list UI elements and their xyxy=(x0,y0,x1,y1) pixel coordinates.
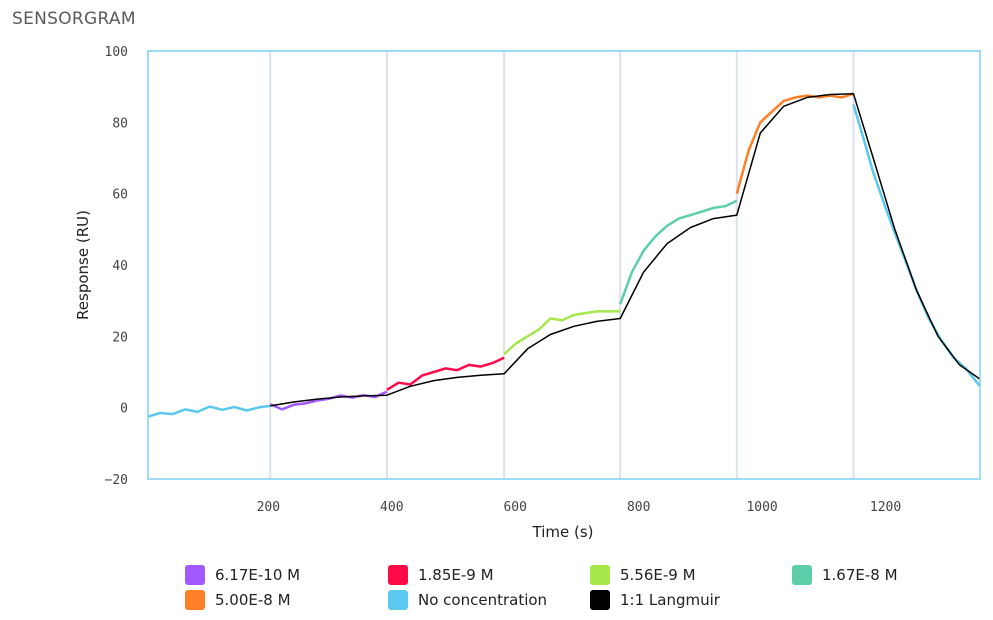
series-line-1-67e-8-m xyxy=(619,199,738,305)
y-tick-label: 100 xyxy=(105,45,128,60)
y-tick-label: −20 xyxy=(105,473,128,488)
legend-label: 6.17E-10 M xyxy=(215,566,301,584)
y-axis-label: Response (RU) xyxy=(74,210,92,320)
legend-label: 5.00E-8 M xyxy=(215,591,291,609)
y-tick-label: 80 xyxy=(112,116,128,131)
series-line-no-concentration xyxy=(147,404,271,418)
legend-label: 5.56E-9 M xyxy=(620,566,696,584)
series-line-5-56e-9-m xyxy=(503,310,621,356)
legend-item[interactable]: 6.17E-10 M xyxy=(185,565,300,585)
x-tick-label: 400 xyxy=(380,500,403,515)
legend-item[interactable]: 5.00E-8 M xyxy=(185,590,291,610)
legend-item[interactable]: 5.56E-9 M xyxy=(590,565,696,585)
sensorgram-chart: 200 400 600 800 1000 1200 −20 0 20 40 60 80 100 Time… xyxy=(74,45,981,541)
legend-swatch xyxy=(388,590,408,610)
legend-label: 1:1 Langmuir xyxy=(620,591,720,609)
x-axis-label: Time (s) xyxy=(532,523,594,541)
y-tick-label: 60 xyxy=(112,188,128,203)
x-tick-label: 200 xyxy=(257,500,280,515)
legend-label: 1.67E-8 M xyxy=(822,566,898,584)
x-tick-label: 600 xyxy=(503,500,526,515)
legend-label: No concentration xyxy=(418,591,548,609)
series-line-1-85e-9-m xyxy=(386,356,505,391)
y-tick-label: 20 xyxy=(112,330,128,345)
legend-swatch xyxy=(590,590,610,610)
chart-title: SENSORGRAM xyxy=(12,9,136,29)
x-tick-label: 1200 xyxy=(870,500,901,515)
y-tick-label: 0 xyxy=(120,402,128,417)
legend-swatch xyxy=(185,565,205,585)
x-tick-label: 1000 xyxy=(746,500,777,515)
legend-item[interactable]: 1:1 Langmuir xyxy=(590,590,720,610)
legend-swatch xyxy=(388,565,408,585)
legend-swatch xyxy=(792,565,812,585)
legend-swatch xyxy=(590,565,610,585)
series-line-5-00e-8-m xyxy=(735,92,854,195)
legend-item[interactable]: 1.67E-8 M xyxy=(792,565,898,585)
series-line-1-1-langmuir xyxy=(270,93,981,407)
series-line-6-17e-10-m xyxy=(269,390,388,411)
legend-swatch xyxy=(185,590,205,610)
legend-item[interactable]: No concentration xyxy=(388,590,547,610)
plot-border xyxy=(147,50,981,480)
x-tick-label: 800 xyxy=(627,500,650,515)
legend-label: 1.85E-9 M xyxy=(418,566,494,584)
legend-item[interactable]: 1.85E-9 M xyxy=(388,565,494,585)
series-line-no-concentration xyxy=(852,104,981,388)
y-tick-label: 40 xyxy=(112,259,128,274)
